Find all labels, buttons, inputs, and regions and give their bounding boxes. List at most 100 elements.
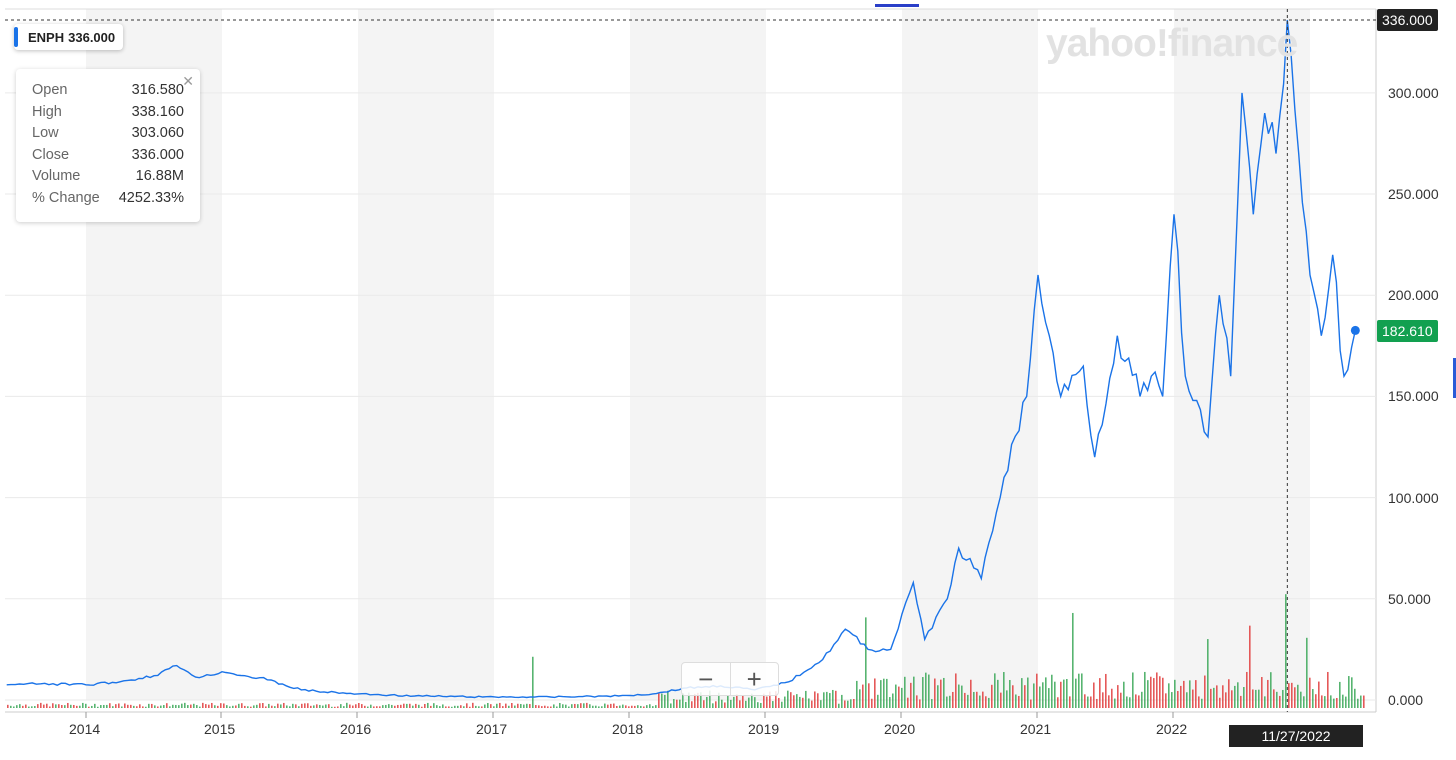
volume-bar	[16, 705, 18, 708]
volume-bar	[391, 704, 393, 708]
volume-bar	[982, 691, 984, 708]
volume-bar	[76, 705, 78, 708]
volume-bar	[562, 704, 564, 708]
volume-bar	[127, 704, 129, 708]
ohlc-label: Low	[32, 125, 59, 142]
volume-bar	[130, 704, 132, 708]
volume-bar	[190, 704, 192, 708]
y-tick-label: 150.000	[1388, 388, 1439, 405]
volume-bar	[424, 703, 426, 708]
volume-bar	[625, 705, 627, 708]
volume-bar	[1150, 676, 1152, 708]
volume-bar	[169, 706, 171, 708]
volume-bar	[85, 703, 87, 708]
year-band	[630, 9, 766, 700]
volume-bar	[364, 705, 366, 708]
volume-bar	[637, 705, 639, 708]
x-tick-label: 2022	[1156, 721, 1188, 737]
volume-bar	[151, 703, 153, 708]
volume-bar	[217, 705, 219, 708]
volume-bar	[1087, 696, 1089, 708]
volume-bar	[91, 705, 93, 708]
scroll-handle[interactable]	[1453, 358, 1456, 398]
volume-bar	[1027, 677, 1029, 708]
volume-bar	[604, 703, 606, 708]
volume-bar	[1171, 692, 1173, 708]
volume-bar	[355, 704, 357, 708]
volume-bar	[1117, 685, 1119, 708]
volume-bar	[1012, 685, 1014, 708]
ticker-price: 336.000	[68, 29, 116, 45]
zoom-in-button[interactable]: +	[746, 664, 762, 694]
volume-bar	[196, 705, 198, 708]
volume-bar	[1327, 671, 1329, 708]
volume-bar	[961, 685, 963, 708]
volume-bar	[199, 706, 201, 708]
volume-bar	[1180, 685, 1182, 708]
volume-bar	[1213, 687, 1215, 708]
volume-bar	[70, 704, 72, 708]
volume-bar	[892, 693, 894, 708]
volume-bar	[772, 701, 774, 708]
volume-bar	[634, 705, 636, 708]
volume-bar	[454, 705, 456, 708]
volume-bar	[238, 703, 240, 708]
volume-bar	[307, 703, 309, 708]
zoom-out-button[interactable]: −	[682, 663, 731, 695]
volume-bar	[568, 706, 570, 708]
volume-bar	[346, 702, 348, 708]
x-tick-label: 2018	[612, 721, 644, 737]
volume-bar	[1264, 696, 1266, 708]
volume-bar	[721, 699, 723, 708]
volume-bar	[526, 703, 528, 708]
volume-bar	[700, 692, 702, 708]
volume-bar	[175, 704, 177, 708]
volume-bar	[376, 706, 378, 708]
volume-bar	[418, 704, 420, 708]
volume-bar	[1045, 677, 1047, 708]
ticker-chip[interactable]: ENPH 336.000	[14, 24, 124, 50]
volume-bar	[742, 695, 744, 708]
volume-bar	[1039, 686, 1041, 708]
y-tick-label: 0.000	[1388, 692, 1424, 708]
volume-bar	[220, 703, 222, 708]
volume-bar	[361, 704, 363, 708]
volume-bar	[205, 704, 207, 708]
volume-bar	[616, 705, 618, 708]
volume-bar	[58, 704, 60, 708]
volume-bar	[142, 706, 144, 708]
volume-bar	[922, 677, 924, 708]
volume-bar	[691, 701, 693, 708]
volume-bar	[1330, 695, 1332, 708]
y-tick-label: 250.000	[1388, 186, 1439, 203]
volume-bar	[295, 704, 297, 708]
volume-bar	[1285, 594, 1287, 708]
volume-bar	[1123, 681, 1125, 708]
volume-bar	[256, 704, 258, 708]
volume-bar	[43, 704, 45, 708]
volume-bar	[157, 706, 159, 708]
volume-bar	[955, 673, 957, 708]
volume-bar	[907, 697, 909, 708]
volume-bar	[523, 704, 525, 708]
volume-bar	[304, 703, 306, 708]
volume-bar	[985, 696, 987, 708]
volume-bar	[550, 706, 552, 708]
volume-bar	[916, 695, 918, 708]
volume-bar	[544, 705, 546, 708]
ohlc-table: Open 316.580 High 338.160 Low 303.060 Close…	[32, 80, 184, 210]
volume-bar	[226, 705, 228, 708]
volume-bar	[1246, 671, 1248, 708]
volume-bar	[1054, 681, 1056, 708]
volume-bar	[67, 702, 69, 708]
volume-bar	[88, 706, 90, 708]
volume-bar	[973, 691, 975, 708]
close-icon[interactable]: ✕	[182, 73, 194, 89]
volume-bar	[409, 703, 411, 708]
volume-bar	[709, 690, 711, 708]
volume-bar	[829, 693, 831, 708]
volume-bar	[1090, 696, 1092, 708]
volume-bar	[472, 702, 474, 708]
volume-bar	[988, 697, 990, 708]
